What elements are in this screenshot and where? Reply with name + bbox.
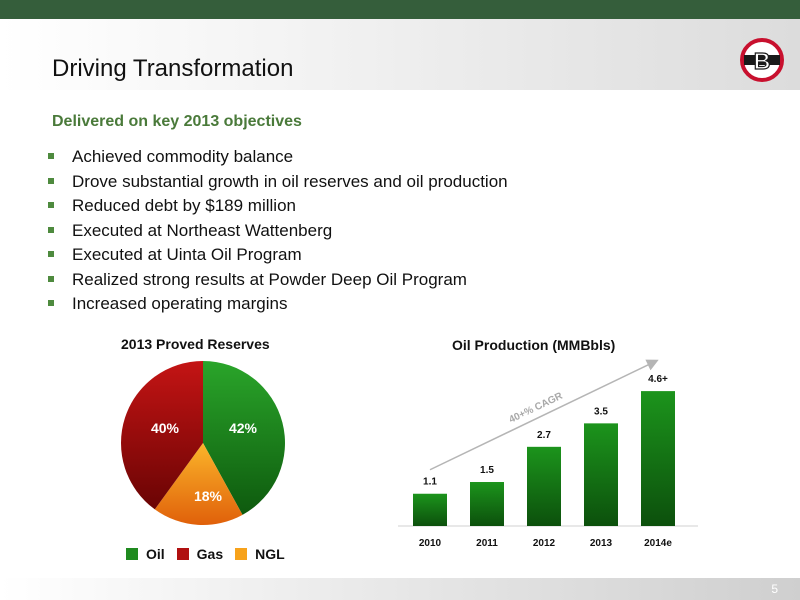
list-item: Realized strong results at Powder Deep O… bbox=[48, 268, 748, 293]
list-item-text: Executed at Northeast Wattenberg bbox=[72, 220, 333, 240]
legend-label: Gas bbox=[196, 546, 224, 562]
list-item-text: Executed at Uinta Oil Program bbox=[72, 245, 302, 264]
bullet-marker bbox=[48, 202, 54, 208]
legend-label: Oil bbox=[146, 546, 165, 562]
x-tick-label: 2011 bbox=[476, 538, 498, 549]
proved-reserves-pie-chart: 42% 18% 40% bbox=[121, 361, 285, 525]
bullet-marker bbox=[48, 153, 54, 159]
page-number: 5 bbox=[771, 582, 778, 596]
pie-slice-label-ngl: 18% bbox=[194, 488, 223, 504]
legend-swatch-oil bbox=[126, 548, 138, 560]
list-item: Drove substantial growth in oil reserves… bbox=[48, 170, 748, 195]
slide-title: Driving Transformation bbox=[52, 55, 294, 82]
legend-label: NGL bbox=[255, 546, 285, 562]
bar-2013 bbox=[584, 423, 618, 526]
list-item: Executed at Northeast Wattenberg bbox=[48, 219, 748, 244]
list-item-text: Realized strong results at Powder Deep O… bbox=[72, 269, 467, 289]
list-item-text: Increased operating margins bbox=[72, 294, 288, 313]
legend-swatch-ngl bbox=[235, 548, 248, 560]
legend-item-gas: Gas bbox=[176, 546, 224, 562]
oil-production-bar-chart: 1.1 2010 1.5 2011 2.7 2012 3.5 2013 4.6+ 2014e 40+… bbox=[398, 359, 698, 549]
list-item-text: Drove substantial growth in oil reserves… bbox=[72, 171, 508, 191]
pie-chart-title: 2013 Proved Reserves bbox=[121, 336, 270, 352]
footer-band bbox=[0, 578, 800, 600]
top-accent-bar bbox=[0, 0, 800, 19]
bar-value-label: 1.1 bbox=[423, 477, 437, 488]
pie-slice-ngl bbox=[154, 443, 243, 525]
pie-slice-label-gas: 40% bbox=[151, 420, 180, 436]
x-tick-label: 2013 bbox=[590, 538, 613, 549]
x-tick-label: 2010 bbox=[419, 538, 442, 549]
bullet-marker bbox=[48, 275, 54, 282]
header-band bbox=[0, 19, 800, 90]
bar-value-label: 4.6+ bbox=[648, 374, 668, 385]
list-item: Achieved commodity balance bbox=[48, 145, 748, 170]
bar-value-label: 1.5 bbox=[480, 465, 494, 476]
objectives-list: Achieved commodity balance Drove substan… bbox=[48, 145, 748, 317]
legend-item-ngl: NGL bbox=[235, 546, 285, 562]
bar-2014e bbox=[641, 391, 675, 526]
section-subtitle: Delivered on key 2013 objectives bbox=[52, 113, 302, 130]
bullet-marker bbox=[48, 251, 54, 257]
bar-2010 bbox=[413, 493, 447, 526]
cagr-annotation: 40+% CAGR bbox=[507, 390, 565, 425]
bullet-marker bbox=[48, 226, 54, 233]
x-tick-label: 2014e bbox=[644, 538, 672, 549]
list-item-text: Reduced debt by $189 million bbox=[72, 196, 296, 215]
bullet-marker bbox=[48, 177, 54, 184]
bar-chart-title: Oil Production (MMBbls) bbox=[452, 337, 616, 353]
legend-item-oil: Oil bbox=[126, 546, 165, 562]
bar-2012 bbox=[527, 446, 561, 526]
company-logo: B bbox=[740, 38, 784, 82]
pie-slice-label-oil: 42% bbox=[229, 420, 258, 436]
bullet-marker bbox=[48, 300, 54, 306]
list-item-text: Achieved commodity balance bbox=[72, 147, 294, 166]
x-tick-label: 2012 bbox=[533, 538, 556, 549]
growth-arrow bbox=[429, 359, 659, 471]
legend-swatch-gas bbox=[176, 548, 189, 560]
logo-letter: B bbox=[754, 48, 771, 74]
pie-slice-oil bbox=[203, 361, 285, 515]
list-item: Increased operating margins bbox=[48, 292, 748, 317]
list-item: Reduced debt by $189 million bbox=[48, 194, 748, 219]
bar-value-label: 3.5 bbox=[594, 406, 608, 417]
bar-value-label: 2.7 bbox=[537, 430, 551, 441]
list-item: Executed at Uinta Oil Program bbox=[48, 243, 748, 268]
pie-legend: Oil Gas NGL bbox=[126, 544, 297, 564]
pie-slice-gas bbox=[121, 361, 203, 510]
bar-2011 bbox=[470, 482, 504, 526]
